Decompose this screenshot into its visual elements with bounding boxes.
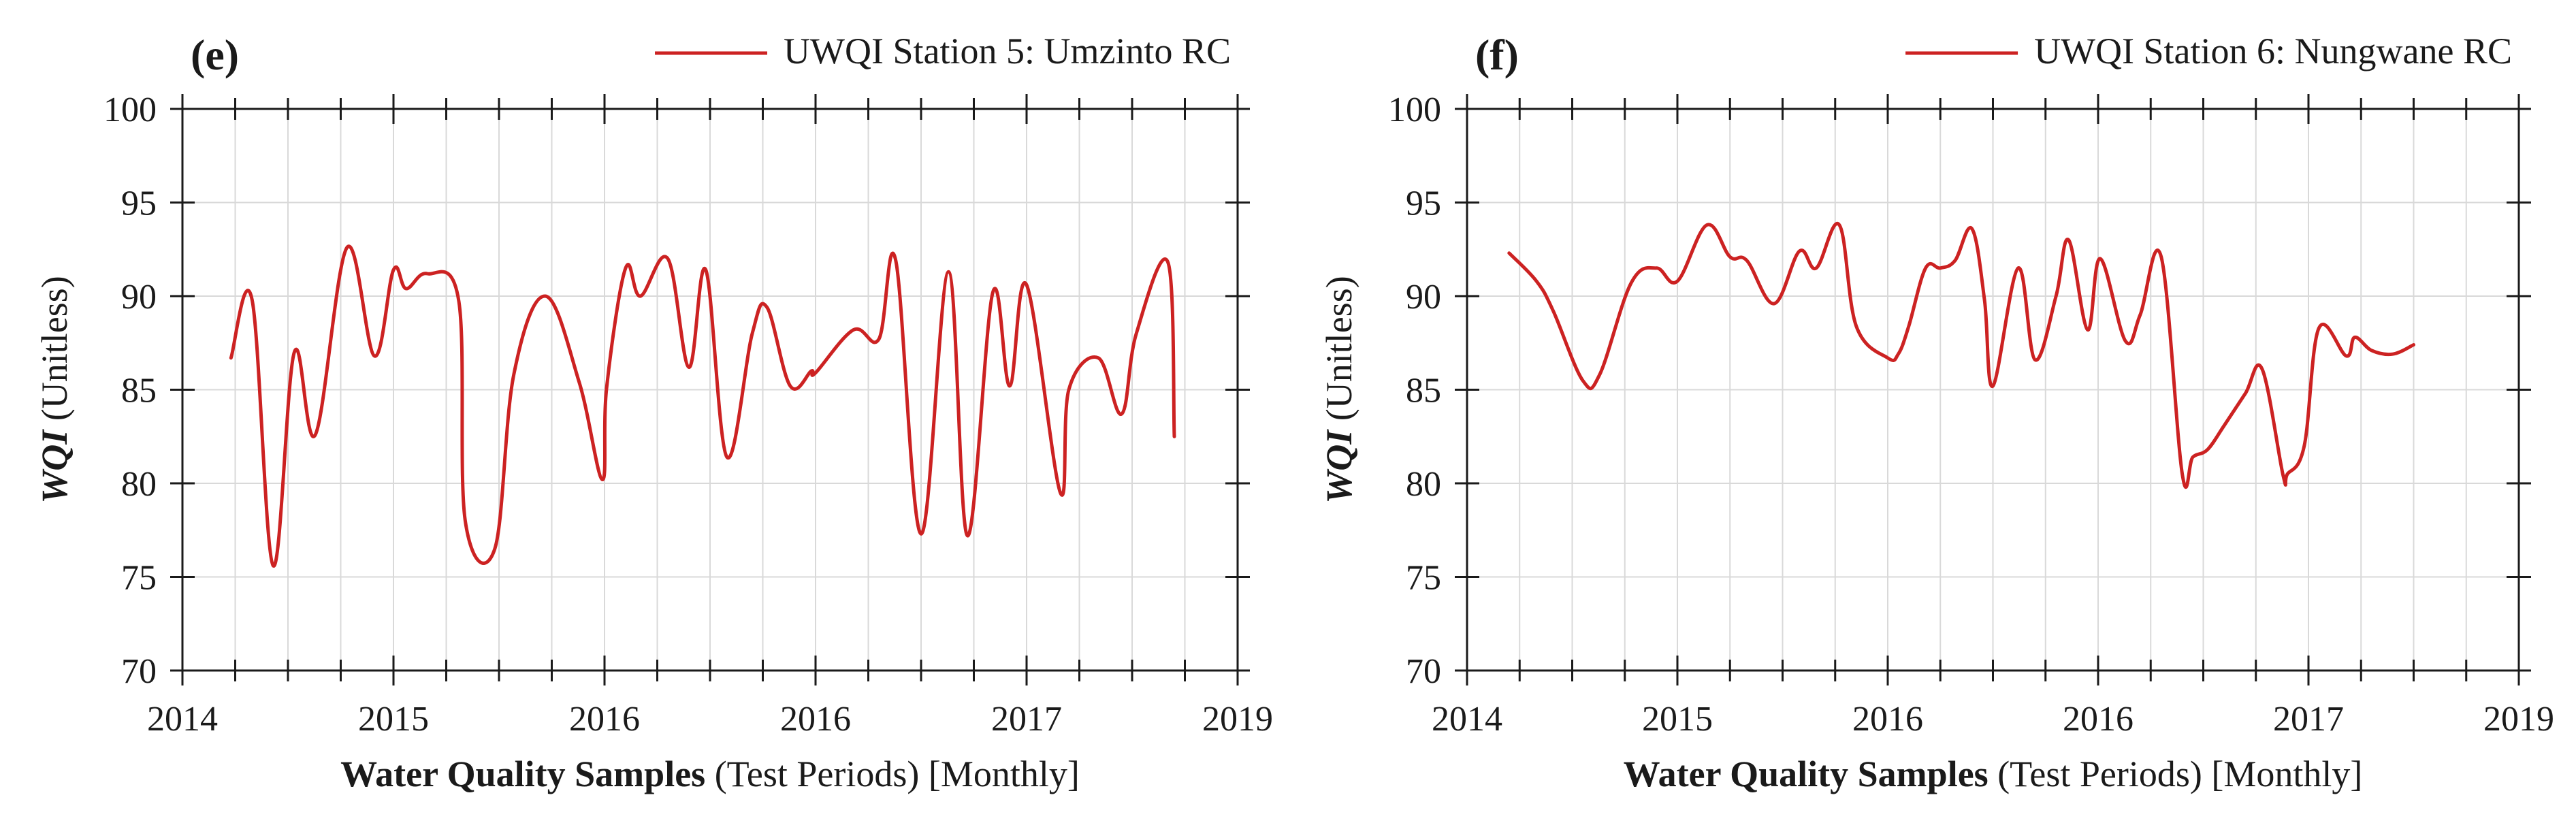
x-tick-label: 2015: [1642, 700, 1713, 739]
x-tick-label: 2016: [1852, 700, 1923, 739]
y-tick-label: 100: [103, 91, 157, 129]
x-tick-label: 2016: [2063, 700, 2134, 739]
x-tick-label: 2017: [991, 700, 1062, 739]
y-axis-title-bold: WQI: [34, 429, 75, 504]
panel-label: (e): [191, 31, 239, 79]
y-axis-title: WQI (Unitless): [34, 276, 75, 504]
x-tick-label: 2019: [1202, 700, 1273, 739]
x-tick-label: 2016: [569, 700, 640, 739]
x-tick-label: 2015: [358, 700, 429, 739]
y-tick-label: 95: [1406, 184, 1441, 223]
series-line-0: [1507, 221, 2415, 489]
y-tick-label: 100: [1388, 91, 1441, 129]
x-axis-title: Water Quality Samples (Test Periods) [Mo…: [1624, 754, 2363, 794]
x-axis-title-rest: (Test Periods) [Monthly]: [705, 754, 1080, 794]
y-tick-label: 90: [1406, 278, 1441, 317]
legend-label: UWQI Station 5: Umzinto RC: [784, 31, 1231, 71]
y-tick-label: 85: [121, 372, 157, 410]
x-axis-title-bold: Water Quality Samples: [1624, 754, 1989, 794]
y-tick-label: 75: [1406, 559, 1441, 598]
x-tick-label: 2019: [2483, 700, 2554, 739]
x-tick-label: 2014: [147, 700, 218, 739]
y-axis-title-rest: (Unitless): [34, 276, 75, 430]
y-tick-label: 95: [121, 184, 157, 223]
series-line-0: [229, 244, 1176, 568]
chart-panel-e: 2014 2015 2016 2016 2017 2019 70 75 80 85 90 95 100 W…: [34, 31, 1273, 794]
y-tick-label: 80: [121, 465, 157, 504]
y-tick-label: 70: [1406, 652, 1441, 691]
y-tick-label: 80: [1406, 465, 1441, 504]
y-tick-label: 85: [1406, 372, 1441, 410]
x-tick-label: 2016: [780, 700, 851, 739]
x-axis-title: Water Quality Samples (Test Periods) [Mo…: [340, 754, 1080, 794]
y-tick-label: 70: [121, 652, 157, 691]
y-tick-label: 90: [121, 278, 157, 317]
chart-panel-f: 2014 2015 2016 2016 2017 2019 70 75 80 85 90 95 100 W…: [1319, 31, 2554, 794]
x-axis-title-bold: Water Quality Samples: [340, 754, 705, 794]
y-tick-label: 75: [121, 559, 157, 598]
y-axis-title-bold: WQI: [1319, 429, 1359, 504]
legend-label: UWQI Station 6: Nungwane RC: [2034, 31, 2512, 71]
x-axis-title-rest: (Test Periods) [Monthly]: [1989, 754, 2363, 794]
x-tick-label: 2017: [2273, 700, 2344, 739]
x-tick-label: 2014: [1432, 700, 1502, 739]
panel-label: (f): [1475, 31, 1519, 79]
y-axis-title: WQI (Unitless): [1319, 276, 1359, 504]
y-axis-title-rest: (Unitless): [1319, 276, 1359, 430]
